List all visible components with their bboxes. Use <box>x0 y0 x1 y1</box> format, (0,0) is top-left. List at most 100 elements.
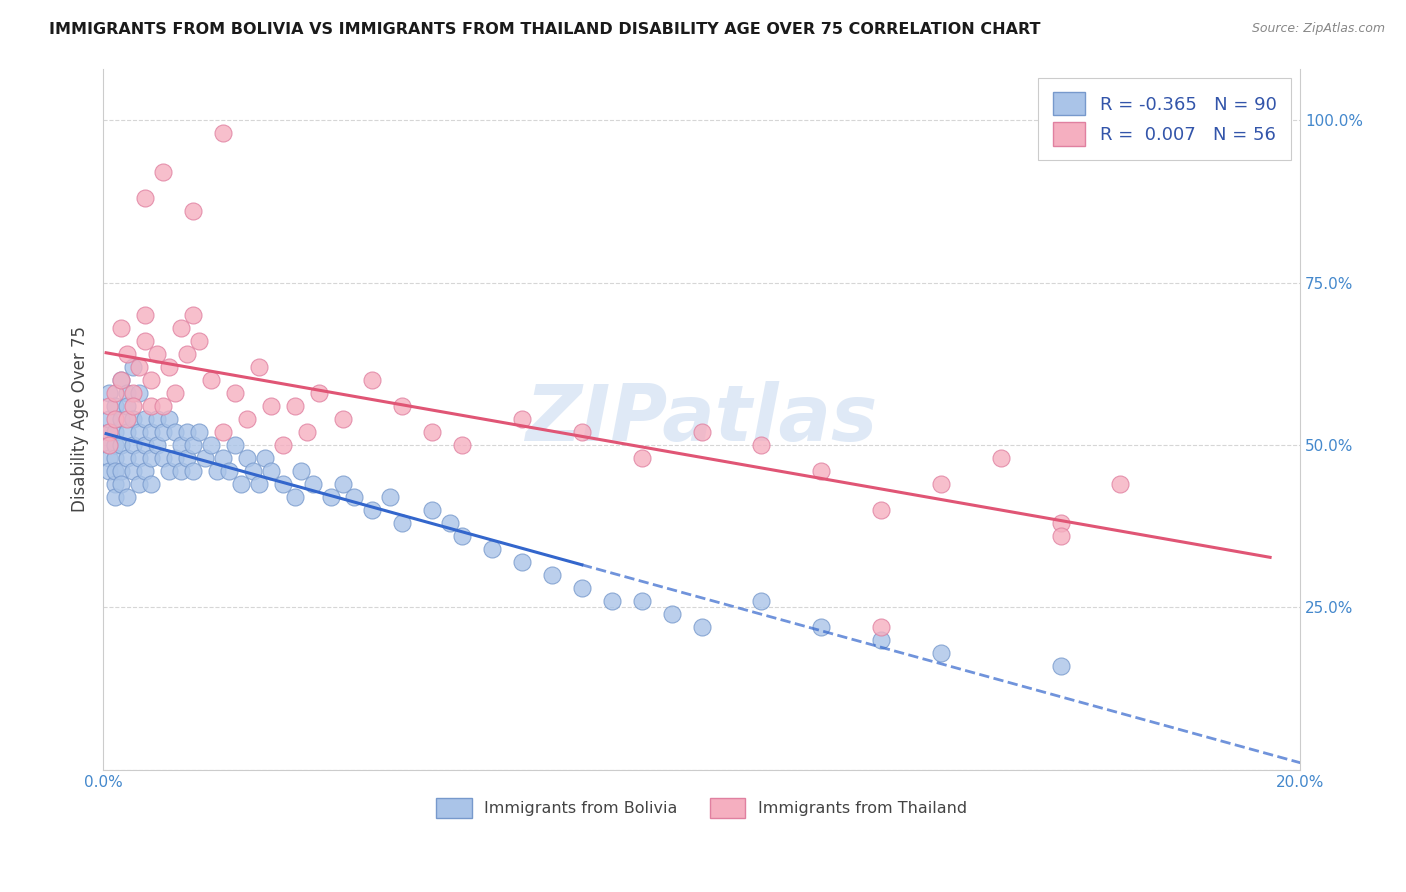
Point <box>205 464 228 478</box>
Point <box>571 425 593 439</box>
Point <box>200 373 222 387</box>
Point <box>870 620 893 634</box>
Point <box>661 607 683 621</box>
Text: IMMIGRANTS FROM BOLIVIA VS IMMIGRANTS FROM THAILAND DISABILITY AGE OVER 75 CORRE: IMMIGRANTS FROM BOLIVIA VS IMMIGRANTS FR… <box>49 22 1040 37</box>
Point <box>929 646 952 660</box>
Point <box>152 399 174 413</box>
Point <box>600 594 623 608</box>
Point <box>181 464 204 478</box>
Point <box>157 360 180 375</box>
Point <box>236 412 259 426</box>
Point <box>122 464 145 478</box>
Point <box>187 425 209 439</box>
Point <box>176 450 198 465</box>
Point <box>247 477 270 491</box>
Point <box>810 464 832 478</box>
Point <box>541 567 564 582</box>
Point <box>134 412 156 426</box>
Point <box>481 541 503 556</box>
Point <box>181 308 204 322</box>
Point <box>104 412 127 426</box>
Point <box>122 438 145 452</box>
Point <box>810 620 832 634</box>
Point <box>690 425 713 439</box>
Point <box>128 360 150 375</box>
Point <box>218 464 240 478</box>
Point <box>110 373 132 387</box>
Point <box>253 450 276 465</box>
Point <box>98 425 121 439</box>
Point <box>146 438 169 452</box>
Point <box>110 477 132 491</box>
Point <box>98 438 121 452</box>
Point <box>420 503 443 517</box>
Point <box>134 308 156 322</box>
Point <box>361 503 384 517</box>
Point <box>181 438 204 452</box>
Point <box>157 464 180 478</box>
Point <box>229 477 252 491</box>
Point <box>211 127 233 141</box>
Point <box>200 438 222 452</box>
Point <box>224 438 246 452</box>
Point <box>152 450 174 465</box>
Point <box>181 204 204 219</box>
Y-axis label: Disability Age Over 75: Disability Age Over 75 <box>72 326 89 512</box>
Point <box>751 594 773 608</box>
Point <box>122 412 145 426</box>
Point <box>134 191 156 205</box>
Point <box>271 477 294 491</box>
Point <box>630 594 652 608</box>
Point <box>332 412 354 426</box>
Point <box>451 529 474 543</box>
Point <box>176 347 198 361</box>
Point <box>128 386 150 401</box>
Point <box>224 386 246 401</box>
Point <box>1109 477 1132 491</box>
Point <box>98 386 121 401</box>
Point <box>194 450 217 465</box>
Text: Source: ZipAtlas.com: Source: ZipAtlas.com <box>1251 22 1385 36</box>
Point <box>139 477 162 491</box>
Point <box>110 438 132 452</box>
Point <box>236 450 259 465</box>
Point <box>1049 516 1071 530</box>
Point <box>870 503 893 517</box>
Point <box>284 399 307 413</box>
Point <box>115 399 138 413</box>
Point <box>510 412 533 426</box>
Point <box>1049 529 1071 543</box>
Point <box>98 464 121 478</box>
Point <box>104 490 127 504</box>
Point <box>115 450 138 465</box>
Point <box>163 425 186 439</box>
Point <box>104 399 127 413</box>
Point <box>308 386 330 401</box>
Point <box>176 425 198 439</box>
Point <box>122 399 145 413</box>
Point <box>332 477 354 491</box>
Point <box>211 425 233 439</box>
Legend: Immigrants from Bolivia, Immigrants from Thailand: Immigrants from Bolivia, Immigrants from… <box>430 791 973 825</box>
Point <box>115 490 138 504</box>
Point <box>295 425 318 439</box>
Point <box>115 425 138 439</box>
Point <box>343 490 366 504</box>
Point <box>98 399 121 413</box>
Point <box>98 412 121 426</box>
Point <box>870 632 893 647</box>
Point <box>146 347 169 361</box>
Point <box>170 438 193 452</box>
Point <box>104 425 127 439</box>
Point <box>301 477 323 491</box>
Point <box>134 438 156 452</box>
Point <box>128 425 150 439</box>
Point <box>571 581 593 595</box>
Point <box>139 399 162 413</box>
Point <box>110 412 132 426</box>
Point <box>128 450 150 465</box>
Point <box>98 425 121 439</box>
Point <box>170 464 193 478</box>
Point <box>128 477 150 491</box>
Point <box>1049 658 1071 673</box>
